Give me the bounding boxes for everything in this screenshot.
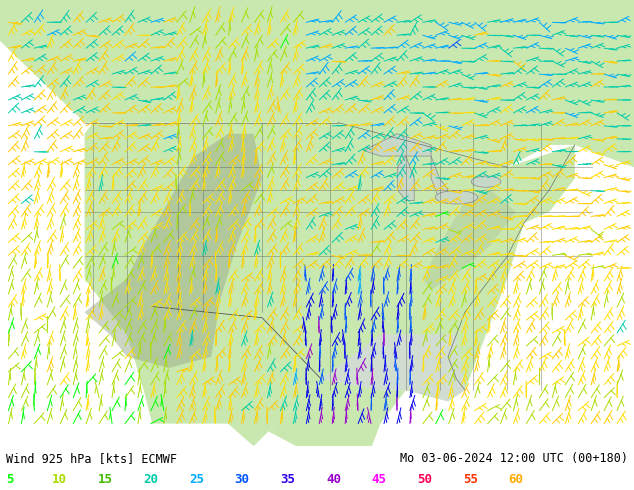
Polygon shape [144,379,406,468]
Ellipse shape [436,191,477,204]
Polygon shape [84,134,262,368]
Polygon shape [398,156,414,201]
Polygon shape [321,335,465,401]
Polygon shape [363,134,431,156]
Text: 25: 25 [189,473,204,486]
Text: 40: 40 [326,473,341,486]
Text: 30: 30 [235,473,250,486]
Text: 20: 20 [143,473,158,486]
Polygon shape [84,122,575,446]
Text: Mo 03-06-2024 12:00 UTC (00+180): Mo 03-06-2024 12:00 UTC (00+180) [399,452,628,465]
Text: 10: 10 [52,473,67,486]
Polygon shape [0,0,634,167]
Text: Wind 925 hPa [kts] ECMWF: Wind 925 hPa [kts] ECMWF [6,452,178,465]
Ellipse shape [471,176,501,187]
Text: 60: 60 [508,473,524,486]
Polygon shape [423,190,515,290]
Text: 45: 45 [372,473,387,486]
Text: 15: 15 [98,473,113,486]
Polygon shape [431,156,448,201]
Text: 5: 5 [6,473,14,486]
Text: 35: 35 [280,473,295,486]
Text: 55: 55 [463,473,478,486]
Text: 50: 50 [417,473,432,486]
